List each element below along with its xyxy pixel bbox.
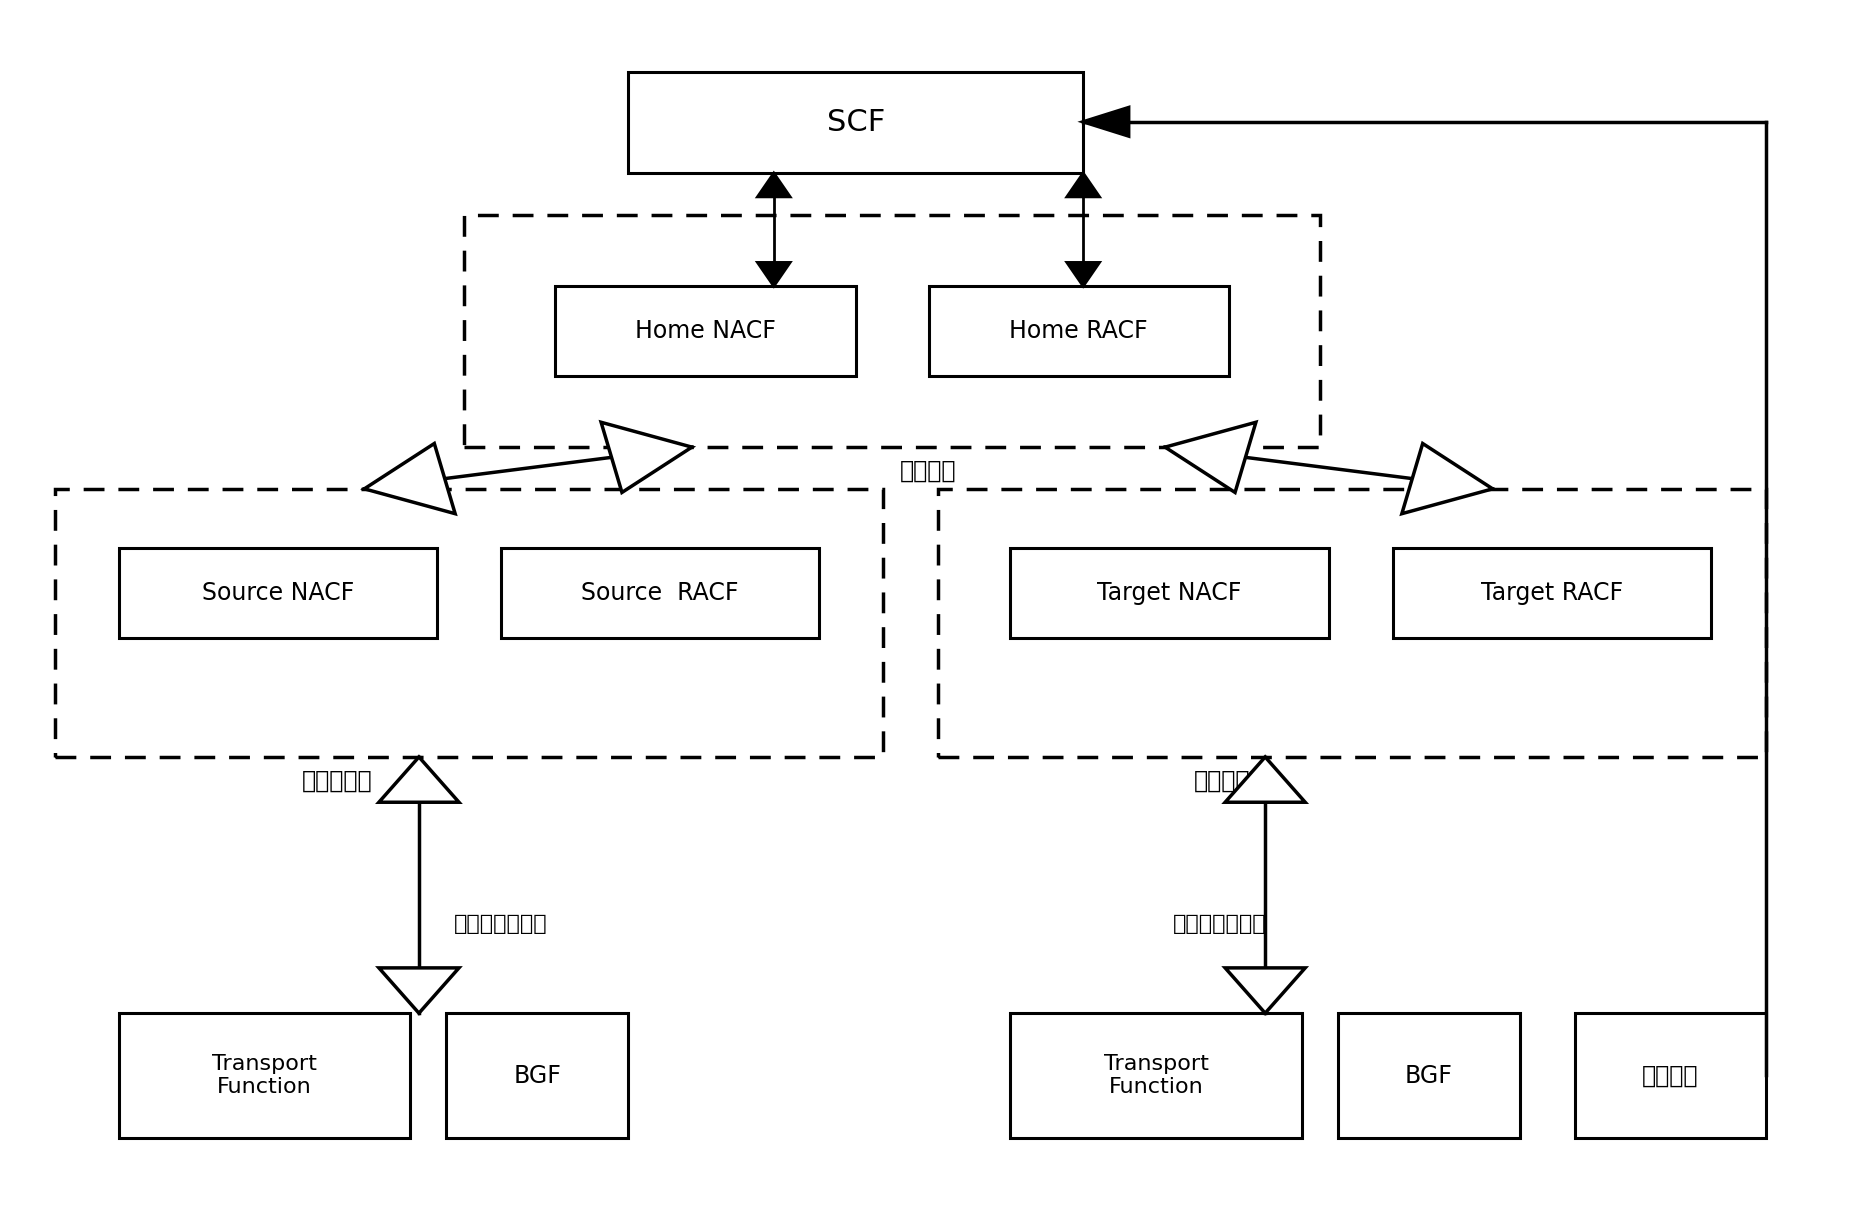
Polygon shape xyxy=(1066,263,1099,286)
Bar xyxy=(938,489,1766,756)
Polygon shape xyxy=(1226,756,1305,803)
Text: Source NACF: Source NACF xyxy=(202,581,355,606)
Text: Target NACF: Target NACF xyxy=(1097,581,1242,606)
Bar xyxy=(119,1013,410,1138)
Bar xyxy=(1393,548,1710,638)
Polygon shape xyxy=(1226,968,1305,1013)
Polygon shape xyxy=(1402,444,1493,513)
Bar xyxy=(119,548,436,638)
Polygon shape xyxy=(758,173,791,197)
Text: BGF: BGF xyxy=(513,1064,561,1088)
Polygon shape xyxy=(1164,422,1255,492)
Bar xyxy=(1575,1013,1766,1138)
Polygon shape xyxy=(379,756,459,803)
Bar xyxy=(1010,548,1330,638)
Text: Home RACF: Home RACF xyxy=(1010,319,1148,343)
Polygon shape xyxy=(364,444,455,513)
Text: SCF: SCF xyxy=(826,108,884,137)
Text: 家乡网络: 家乡网络 xyxy=(901,458,956,483)
Text: 切换前传输网络: 切换前传输网络 xyxy=(453,913,548,934)
Bar xyxy=(1010,1013,1302,1138)
Bar xyxy=(628,72,1083,173)
Polygon shape xyxy=(602,422,693,492)
Text: Target RACF: Target RACF xyxy=(1480,581,1623,606)
Bar xyxy=(928,286,1229,376)
Bar xyxy=(56,489,884,756)
Text: 切换后网络: 切换后网络 xyxy=(1194,769,1265,793)
Text: 用户设备: 用户设备 xyxy=(1642,1064,1699,1088)
Bar xyxy=(464,215,1320,447)
Text: BGF: BGF xyxy=(1406,1064,1452,1088)
Bar xyxy=(501,548,819,638)
Polygon shape xyxy=(379,968,459,1013)
Polygon shape xyxy=(1066,173,1099,197)
Text: 切换后传输网络: 切换后传输网络 xyxy=(1174,913,1266,934)
Polygon shape xyxy=(1083,107,1129,136)
Polygon shape xyxy=(758,263,791,286)
Bar xyxy=(555,286,856,376)
Text: Transport
Function: Transport Function xyxy=(212,1054,318,1097)
Text: Transport
Function: Transport Function xyxy=(1103,1054,1209,1097)
Bar xyxy=(1337,1013,1519,1138)
Text: Source  RACF: Source RACF xyxy=(581,581,739,606)
Bar xyxy=(446,1013,628,1138)
Text: 切换前网络: 切换前网络 xyxy=(301,769,373,793)
Text: Home NACF: Home NACF xyxy=(635,319,776,343)
